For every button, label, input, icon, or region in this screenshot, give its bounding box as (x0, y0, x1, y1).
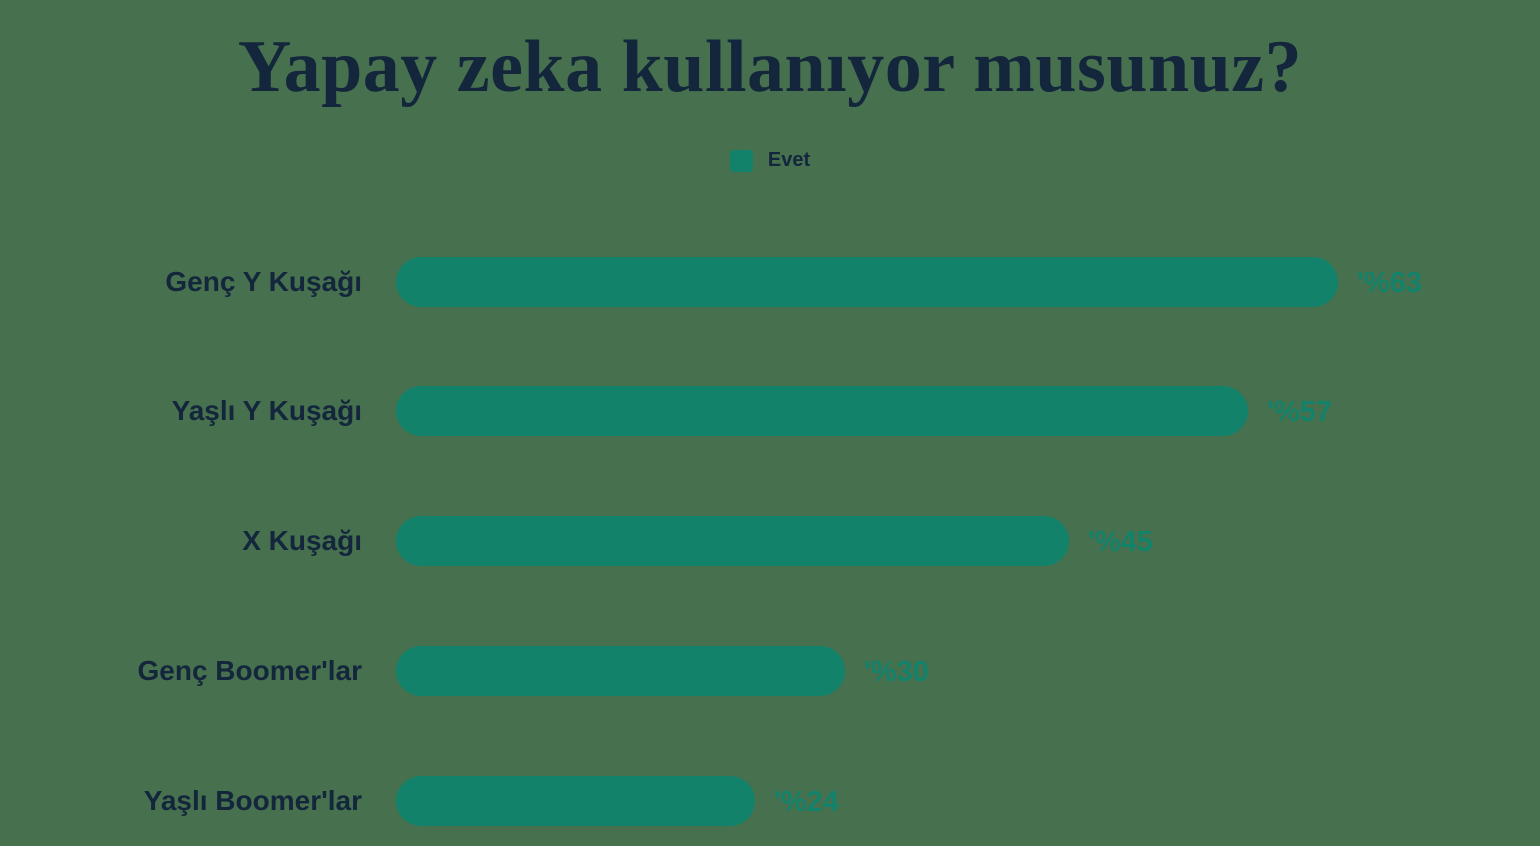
bar-row: Yaşlı Y Kuşağı '%57 (0, 386, 1540, 436)
bar-x-kusagi (396, 516, 1069, 566)
legend-label-evet: Evet (767, 149, 811, 171)
category-label: X Kuşağı (242, 525, 362, 556)
value-label: '%30 (864, 656, 929, 688)
bar-yasli-y-kusagi (396, 386, 1248, 436)
bar-yasli-boomerlar (396, 776, 755, 826)
legend-swatch-evet (729, 149, 753, 172)
value-label: '%45 (1088, 526, 1153, 558)
bar-row: X Kuşağı '%45 (0, 516, 1540, 566)
bar-genc-boomerlar (396, 646, 845, 696)
category-label: Yaşlı Boomer'lar (143, 785, 362, 816)
bar-row: Genç Boomer'lar '%30 (0, 646, 1540, 696)
chart-title: Yapay zeka kullanıyor musunuz? (237, 26, 1303, 108)
bar-row: Yaşlı Boomer'lar '%24 (0, 776, 1540, 826)
bar-genc-y-kusagi (396, 257, 1338, 307)
value-label: '%24 (774, 786, 839, 818)
legend: Evet (0, 149, 1540, 172)
category-label: Yaşlı Y Kuşağı (171, 395, 362, 426)
category-label: Genç Boomer'lar (137, 655, 362, 686)
value-label: '%57 (1267, 396, 1332, 428)
value-label: '%63 (1357, 267, 1422, 299)
bar-row: Genç Y Kuşağı '%63 (0, 257, 1540, 307)
category-label: Genç Y Kuşağı (165, 266, 362, 297)
